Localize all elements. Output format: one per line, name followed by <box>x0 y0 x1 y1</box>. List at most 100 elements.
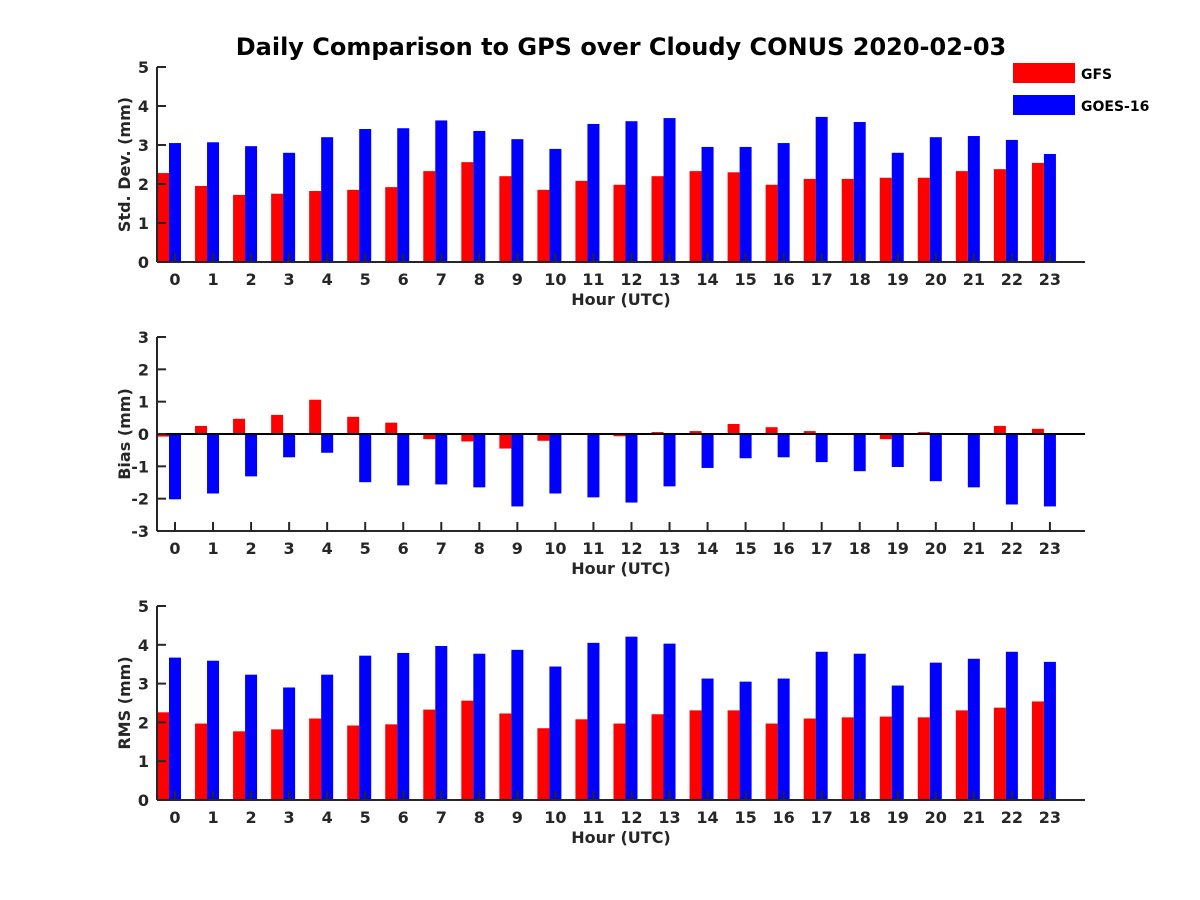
x-tick-label: 5 <box>360 539 371 558</box>
legend-label-goes16: GOES-16 <box>1081 99 1149 115</box>
y-tick-label: 5 <box>138 58 149 77</box>
bar <box>537 728 550 800</box>
x-tick-label: 6 <box>398 808 409 827</box>
bar <box>461 700 474 800</box>
bar <box>955 710 968 800</box>
y-tick-label: 4 <box>138 636 149 655</box>
x-tick-label: 13 <box>658 270 680 289</box>
bar <box>967 658 980 800</box>
x-tick-label: 22 <box>1001 270 1023 289</box>
bar <box>321 434 334 453</box>
bar <box>765 184 778 262</box>
bar <box>663 434 676 487</box>
bar <box>423 434 436 440</box>
x-tick-label: 7 <box>436 539 447 558</box>
y-tick-label: 1 <box>138 393 149 412</box>
bar <box>689 171 702 262</box>
bar <box>207 142 220 262</box>
bar <box>967 434 980 488</box>
bar <box>385 187 398 262</box>
bar <box>309 191 322 262</box>
x-tick-label: 17 <box>811 270 833 289</box>
legend-label-gfs: GFS <box>1081 67 1112 83</box>
y-tick-label: 5 <box>138 597 149 616</box>
y-tick-label: -2 <box>131 490 149 509</box>
y-tick-label: 3 <box>138 136 149 155</box>
bar <box>917 177 930 262</box>
x-tick-label: 9 <box>512 808 523 827</box>
bar <box>271 729 284 800</box>
bar <box>993 707 1006 800</box>
bar <box>853 434 866 472</box>
x-tick-label: 20 <box>925 539 947 558</box>
x-tick-label: 22 <box>1001 808 1023 827</box>
bar <box>663 643 676 800</box>
x-tick-label: 3 <box>284 270 295 289</box>
bar <box>1031 162 1044 262</box>
bar <box>157 434 169 437</box>
x-tick-label: 14 <box>696 808 718 827</box>
bar <box>207 660 220 800</box>
y-axis-label: Std. Dev. (mm) <box>115 97 134 232</box>
bar <box>1043 661 1056 800</box>
x-tick-label: 13 <box>658 539 680 558</box>
bar <box>739 434 752 459</box>
bar <box>359 129 372 262</box>
bar <box>499 713 512 800</box>
x-tick-label: 1 <box>207 270 218 289</box>
bar <box>853 121 866 263</box>
x-tick-label: 3 <box>284 808 295 827</box>
bar <box>879 177 892 262</box>
bar <box>651 714 664 800</box>
bar <box>993 169 1006 262</box>
bar <box>397 652 410 800</box>
series-goes-16 <box>169 636 1056 800</box>
bar <box>499 176 512 262</box>
x-tick-label: 5 <box>360 270 371 289</box>
bar <box>423 171 436 262</box>
x-tick-label: 0 <box>169 270 180 289</box>
bar <box>271 193 284 262</box>
x-tick-label: 12 <box>620 270 642 289</box>
legend-swatch-gfs <box>1013 63 1075 83</box>
bar <box>309 399 322 434</box>
bar <box>271 414 284 434</box>
bar <box>891 434 904 467</box>
x-tick-label: 20 <box>925 270 947 289</box>
bar <box>1031 428 1044 434</box>
bar <box>169 657 181 800</box>
bar <box>233 194 246 262</box>
x-tick-label: 23 <box>1039 270 1061 289</box>
bar <box>359 655 372 800</box>
x-tick-label: 21 <box>963 539 985 558</box>
bar <box>587 434 600 498</box>
bar <box>689 710 702 800</box>
bar <box>967 136 980 262</box>
bar <box>283 687 296 800</box>
y-axis-label: Bias (mm) <box>115 388 134 480</box>
bar <box>195 723 208 800</box>
x-tick-label: 11 <box>582 808 604 827</box>
series-goes-16 <box>169 434 1056 507</box>
x-tick-label: 2 <box>246 539 257 558</box>
x-tick-label: 2 <box>246 808 257 827</box>
bar <box>461 162 474 262</box>
legend: GFS GOES-16 <box>1013 63 1149 115</box>
bar <box>587 642 600 800</box>
x-tick-label: 8 <box>474 808 485 827</box>
bar <box>347 416 360 434</box>
x-tick-label: 11 <box>582 270 604 289</box>
bar <box>777 434 790 458</box>
x-tick-label: 19 <box>887 808 909 827</box>
x-tick-label: 9 <box>512 270 523 289</box>
bar <box>891 685 904 800</box>
x-tick-label: 13 <box>658 808 680 827</box>
bar <box>815 651 828 800</box>
bar <box>435 434 448 485</box>
series-goes-16 <box>169 116 1056 263</box>
x-tick-label: 18 <box>849 539 871 558</box>
bar <box>841 717 854 800</box>
bar <box>777 678 790 800</box>
